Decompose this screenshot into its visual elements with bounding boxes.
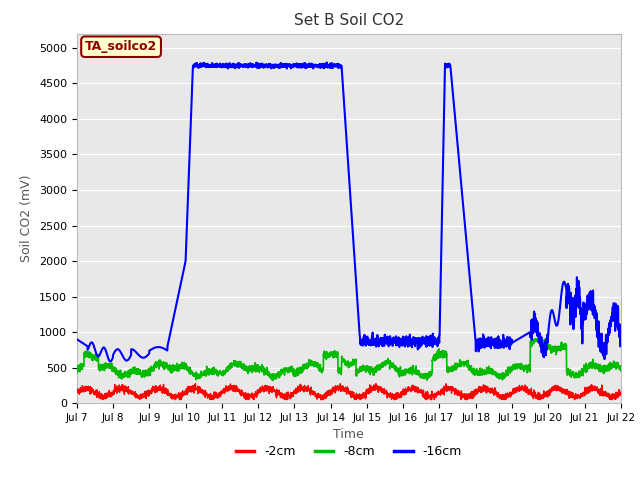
X-axis label: Time: Time: [333, 429, 364, 442]
Title: Set B Soil CO2: Set B Soil CO2: [294, 13, 404, 28]
Y-axis label: Soil CO2 (mV): Soil CO2 (mV): [20, 175, 33, 262]
Legend: -2cm, -8cm, -16cm: -2cm, -8cm, -16cm: [230, 441, 467, 464]
Text: TA_soilco2: TA_soilco2: [85, 40, 157, 53]
